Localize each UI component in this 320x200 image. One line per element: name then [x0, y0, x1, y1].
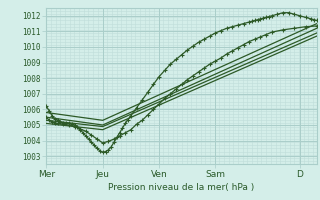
X-axis label: Pression niveau de la mer( hPa ): Pression niveau de la mer( hPa )	[108, 183, 255, 192]
